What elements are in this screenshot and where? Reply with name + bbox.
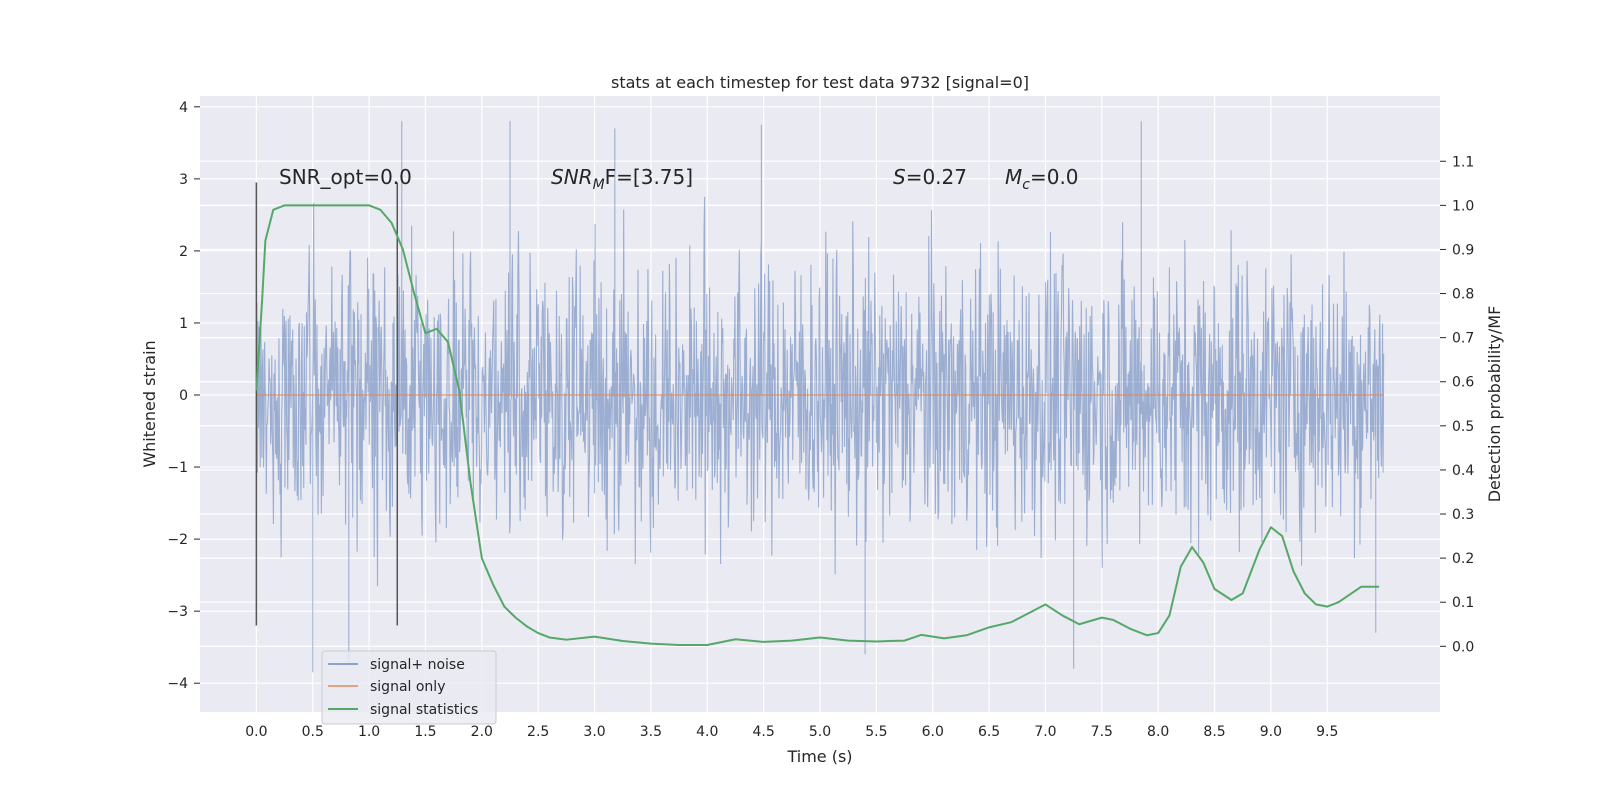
y2-axis-label: Detection probability/MF: [1485, 306, 1504, 503]
x-tick-label: 8.5: [1203, 724, 1225, 740]
x-tick-label: 1.0: [358, 724, 380, 740]
y2-axis-ticks: 1.1 1.0 0.9 0.8 0.7 0.6 0.5 0.4 0.3 0.2 0.1 0.0: [1440, 154, 1474, 655]
x-tick-label: 3.0: [583, 724, 605, 740]
annotation-snr-opt: SNR_opt=0.0: [279, 165, 412, 189]
y2-tick-label: 0.5: [1452, 419, 1474, 435]
y-tick-label: −2: [167, 532, 188, 548]
annotation-mc-value: =0.0: [1030, 165, 1079, 189]
x-tick-label: 1.5: [414, 724, 436, 740]
marker-lines: [255, 182, 399, 626]
y2-tick-label: 0.3: [1452, 507, 1474, 523]
x-tick-label: 8.0: [1147, 724, 1169, 740]
y-tick-label: −1: [167, 460, 188, 476]
x-tick-label: 4.0: [696, 724, 718, 740]
series-signal-statistics: [255, 204, 1380, 646]
y-tick-label: −3: [167, 604, 188, 620]
x-tick-label: 2.0: [471, 724, 493, 740]
annotation-mc: Mc=0.0: [1005, 165, 1079, 193]
legend-box: [321, 650, 497, 725]
annotations: SNR_opt=0.0 SNRMF=[3.75] S=0.27 Mc=0.0: [279, 165, 1079, 193]
annotation-s-prefix: S: [893, 165, 906, 189]
y2-tick-label: 0.7: [1452, 331, 1474, 347]
x-tick-label: 0.5: [302, 724, 324, 740]
annotation-snr-mf-suffix: F=[3.75]: [605, 165, 693, 189]
annotation-mc-sub: c: [1022, 177, 1030, 193]
y-axis-ticks: 4 3 2 1 0 −1 −2 −3 −4: [167, 100, 200, 692]
legend-label-signal-only: signal only: [370, 679, 445, 695]
annotation-s-value: =0.27: [906, 165, 967, 189]
annotation-s: S=0.27: [893, 165, 967, 189]
y-tick-label: 4: [179, 100, 188, 116]
signal-noise-line: [255, 121, 1385, 673]
x-tick-label: 5.5: [865, 724, 887, 740]
x-tick-label: 3.5: [640, 724, 662, 740]
y-tick-label: 0: [179, 388, 188, 404]
y2-tick-label: 0.1: [1452, 595, 1474, 611]
x-tick-label: 9.0: [1260, 724, 1282, 740]
y2-tick-label: 0.2: [1452, 551, 1474, 567]
x-tick-label: 6.0: [922, 724, 944, 740]
y2-tick-label: 0.6: [1452, 375, 1474, 391]
y2-tick-label: 1.0: [1452, 198, 1474, 214]
legend: signal+ noise signal only signal statist…: [321, 650, 497, 725]
chart-title: stats at each timestep for test data 973…: [611, 73, 1029, 92]
y2-tick-label: 0.8: [1452, 287, 1474, 303]
y2-tick-label: 0.0: [1452, 639, 1474, 655]
y-axis-label: Whitened strain: [140, 340, 159, 467]
series-signal-noise: [255, 121, 1385, 673]
legend-label-signal-noise: signal+ noise: [370, 657, 465, 673]
legend-label-signal-statistics: signal statistics: [370, 702, 478, 718]
x-tick-label: 9.5: [1316, 724, 1338, 740]
x-axis-label: Time (s): [786, 747, 852, 766]
y-tick-label: −4: [167, 676, 188, 692]
y-tick-label: 2: [179, 244, 188, 260]
annotation-snr-mf-sub: M: [593, 177, 605, 193]
annotation-snr-mf-prefix: SNR: [551, 165, 593, 189]
y2-tick-label: 0.9: [1452, 242, 1474, 258]
x-tick-label: 0.0: [245, 724, 267, 740]
x-tick-label: 6.5: [978, 724, 1000, 740]
x-tick-label: 7.5: [1091, 724, 1113, 740]
x-tick-label: 7.0: [1034, 724, 1056, 740]
x-axis-ticks: 0.0 0.5 1.0 1.5 2.0 2.5 3.0 3.5 4.0 4.5 5.0 5.5 6.0 6…: [245, 724, 1338, 740]
x-tick-label: 5.0: [809, 724, 831, 740]
y2-tick-label: 0.4: [1452, 463, 1474, 479]
signal-statistics-line: [255, 204, 1380, 646]
x-tick-label: 2.5: [527, 724, 549, 740]
annotation-snr-mf: SNRMF=[3.75]: [551, 165, 693, 193]
y-tick-label: 1: [179, 316, 188, 332]
annotation-mc-prefix: M: [1005, 165, 1022, 189]
y-tick-label: 3: [179, 172, 188, 188]
x-tick-label: 4.5: [753, 724, 775, 740]
y2-tick-label: 1.1: [1452, 154, 1474, 170]
